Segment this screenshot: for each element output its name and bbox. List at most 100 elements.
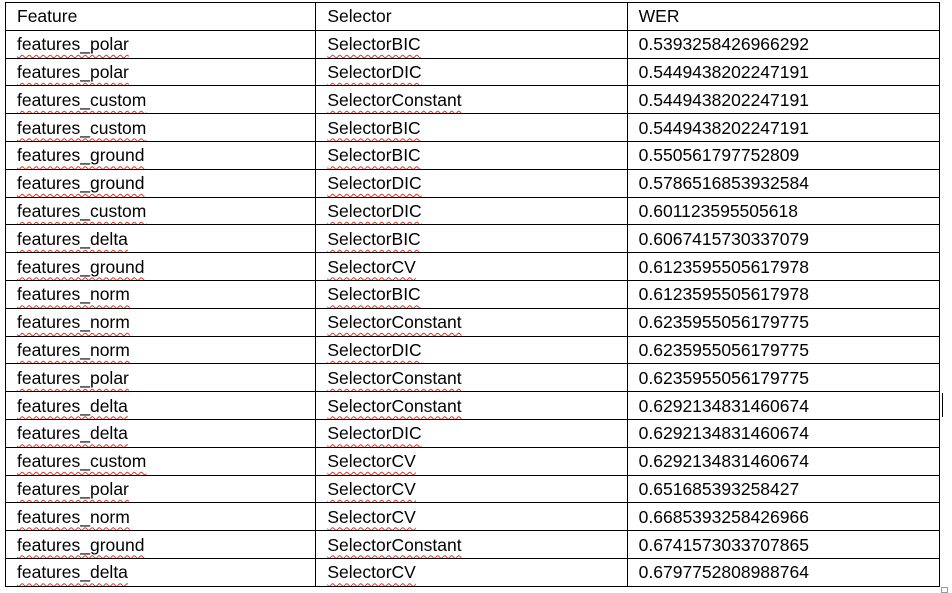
wer-cell-text: 0.6797752808988764 bbox=[638, 562, 809, 583]
wer-cell[interactable]: 0.601123595505618 bbox=[626, 196, 941, 226]
wer-cell[interactable]: 0.6292134831460674 bbox=[626, 418, 941, 448]
wer-cell[interactable]: 0.651685393258427 bbox=[626, 474, 941, 504]
feature-cell[interactable]: features_delta bbox=[4, 557, 317, 587]
wer-cell[interactable]: 0.6123595505617978 bbox=[626, 279, 941, 309]
selector-cell[interactable]: SelectorCV bbox=[315, 252, 628, 281]
header-row: Feature Selector WER bbox=[4, 2, 941, 31]
feature-cell-text: features_polar bbox=[17, 34, 129, 55]
wer-cell[interactable]: 0.5449438202247191 bbox=[626, 85, 941, 115]
feature-cell-text: features_delta bbox=[17, 395, 128, 416]
feature-cell[interactable]: features_norm bbox=[4, 307, 317, 337]
wer-cell[interactable]: 0.6292134831460674 bbox=[626, 446, 941, 476]
wer-cell[interactable]: 0.5449438202247191 bbox=[626, 113, 941, 142]
feature-cell[interactable]: features_ground bbox=[4, 140, 317, 170]
selector-cell[interactable]: SelectorBIC bbox=[315, 224, 628, 254]
text-cursor bbox=[942, 393, 943, 417]
table-row: features_ground SelectorCV 0.6123595505617… bbox=[4, 252, 941, 281]
selector-cell[interactable]: SelectorCV bbox=[315, 474, 628, 504]
selector-cell-text: SelectorDIC bbox=[327, 61, 422, 82]
feature-cell[interactable]: features_ground bbox=[4, 168, 317, 198]
feature-cell-text: features_norm bbox=[17, 312, 130, 333]
wer-cell[interactable]: 0.6235955056179775 bbox=[626, 335, 941, 365]
selector-cell[interactable]: SelectorDIC bbox=[315, 335, 628, 365]
table-row: features_custom SelectorConstant 0.5449438… bbox=[4, 85, 941, 115]
feature-cell[interactable]: features_custom bbox=[4, 196, 317, 226]
feature-cell[interactable]: features_norm bbox=[4, 279, 317, 309]
table-row: features_norm SelectorConstant 0.623595505… bbox=[4, 307, 941, 337]
selector-cell[interactable]: SelectorBIC bbox=[315, 113, 628, 142]
wer-cell[interactable]: 0.6235955056179775 bbox=[626, 363, 941, 393]
wer-cell[interactable]: 0.6235955056179775 bbox=[626, 307, 941, 337]
wer-cell[interactable]: 0.5393258426966292 bbox=[626, 29, 941, 59]
feature-cell[interactable]: features_delta bbox=[4, 418, 317, 448]
selector-cell[interactable]: SelectorDIC bbox=[315, 168, 628, 198]
table-row: features_custom SelectorBIC 0.544943820224… bbox=[4, 113, 941, 142]
selector-cell-text: SelectorConstant bbox=[327, 395, 462, 416]
table-row: features_polar SelectorDIC 0.5449438202247… bbox=[4, 57, 941, 87]
header-wer[interactable]: WER bbox=[626, 2, 941, 31]
feature-cell[interactable]: features_ground bbox=[4, 530, 317, 559]
wer-cell[interactable]: 0.550561797752809 bbox=[626, 140, 941, 170]
wer-cell-text: 0.5449438202247191 bbox=[638, 89, 809, 110]
selector-cell-text: SelectorBIC bbox=[327, 284, 421, 305]
selector-cell[interactable]: SelectorDIC bbox=[315, 57, 628, 87]
feature-cell[interactable]: features_custom bbox=[4, 113, 317, 142]
selector-cell[interactable]: SelectorCV bbox=[315, 557, 628, 587]
feature-cell-text: features_polar bbox=[17, 61, 129, 82]
selector-cell[interactable]: SelectorBIC bbox=[315, 140, 628, 170]
feature-cell[interactable]: features_delta bbox=[4, 391, 317, 420]
feature-cell[interactable]: features_norm bbox=[4, 335, 317, 365]
feature-cell[interactable]: features_delta bbox=[4, 224, 317, 254]
wer-cell[interactable]: 0.5449438202247191 bbox=[626, 57, 941, 87]
selector-cell-text: SelectorCV bbox=[327, 256, 416, 277]
wer-cell[interactable]: 0.6685393258426966 bbox=[626, 502, 941, 532]
feature-cell[interactable]: features_polar bbox=[4, 57, 317, 87]
table-row: features_norm SelectorBIC 0.61235955056179… bbox=[4, 279, 941, 309]
feature-cell[interactable]: features_custom bbox=[4, 446, 317, 476]
wer-cell-text: 0.6292134831460674 bbox=[638, 395, 809, 416]
table-row: features_polar SelectorConstant 0.62359550… bbox=[4, 363, 941, 393]
selector-cell-text: SelectorBIC bbox=[327, 228, 421, 249]
selector-cell[interactable]: SelectorConstant bbox=[315, 307, 628, 337]
wer-cell[interactable]: 0.6292134831460674 bbox=[626, 391, 941, 420]
table-row: features_polar SelectorBIC 0.5393258426966… bbox=[4, 29, 941, 59]
header-feature[interactable]: Feature bbox=[4, 2, 317, 31]
wer-cell-text: 0.6685393258426966 bbox=[638, 506, 809, 527]
feature-cell-text: features_ground bbox=[17, 145, 145, 166]
feature-cell[interactable]: features_ground bbox=[4, 252, 317, 281]
feature-cell[interactable]: features_polar bbox=[4, 29, 317, 59]
feature-cell[interactable]: features_polar bbox=[4, 474, 317, 504]
selector-cell[interactable]: SelectorConstant bbox=[315, 391, 628, 420]
table-row: features_custom SelectorCV 0.6292134831460… bbox=[4, 446, 941, 476]
feature-cell[interactable]: features_polar bbox=[4, 363, 317, 393]
table-row: features_ground SelectorDIC 0.578651685393… bbox=[4, 168, 941, 198]
wer-cell-text: 0.6123595505617978 bbox=[638, 284, 809, 305]
wer-cell[interactable]: 0.6123595505617978 bbox=[626, 252, 941, 281]
selector-cell-text: SelectorDIC bbox=[327, 339, 422, 360]
selector-cell-text: SelectorConstant bbox=[327, 89, 462, 110]
selector-cell[interactable]: SelectorCV bbox=[315, 446, 628, 476]
wer-cell-text: 0.5449438202247191 bbox=[638, 61, 809, 82]
selector-cell[interactable]: SelectorConstant bbox=[315, 85, 628, 115]
wer-cell[interactable]: 0.6067415730337079 bbox=[626, 224, 941, 254]
feature-cell[interactable]: features_norm bbox=[4, 502, 317, 532]
selector-cell-text: SelectorCV bbox=[327, 562, 416, 583]
wer-cell-text: 0.6292134831460674 bbox=[638, 451, 809, 472]
wer-cell[interactable]: 0.6741573033707865 bbox=[626, 530, 941, 559]
feature-cell-text: features_ground bbox=[17, 173, 145, 194]
selector-cell[interactable]: SelectorDIC bbox=[315, 196, 628, 226]
header-selector[interactable]: Selector bbox=[315, 2, 628, 31]
table-resize-handle[interactable] bbox=[941, 587, 948, 593]
wer-cell[interactable]: 0.6797752808988764 bbox=[626, 557, 941, 587]
selector-cell[interactable]: SelectorBIC bbox=[315, 29, 628, 59]
selector-cell[interactable]: SelectorConstant bbox=[315, 530, 628, 559]
wer-cell-text: 0.5449438202247191 bbox=[638, 117, 809, 138]
wer-cell[interactable]: 0.5786516853932584 bbox=[626, 168, 941, 198]
selector-cell[interactable]: SelectorConstant bbox=[315, 363, 628, 393]
feature-cell-text: features_custom bbox=[17, 89, 147, 110]
feature-cell[interactable]: features_custom bbox=[4, 85, 317, 115]
selector-cell[interactable]: SelectorBIC bbox=[315, 279, 628, 309]
selector-cell[interactable]: SelectorDIC bbox=[315, 418, 628, 448]
selector-cell[interactable]: SelectorCV bbox=[315, 502, 628, 532]
feature-cell-text: features_custom bbox=[17, 200, 147, 221]
